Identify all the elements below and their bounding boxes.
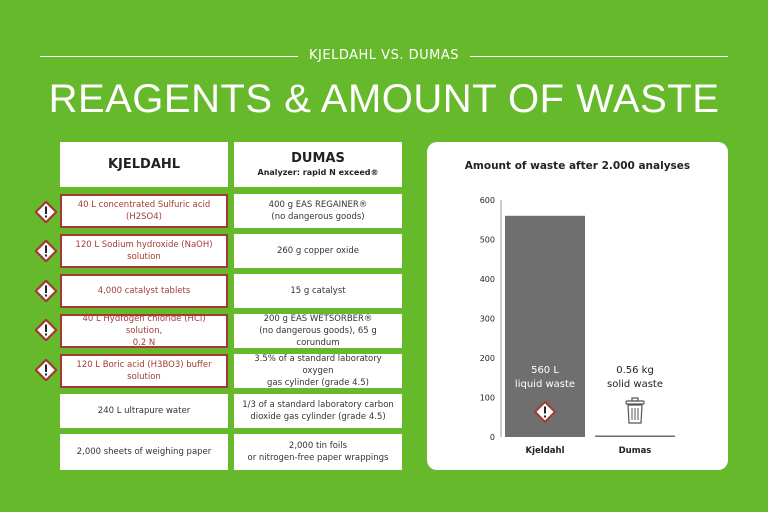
bar-value-label: 0.56 kg [616, 365, 654, 376]
chart-title: Amount of waste after 2.000 analyses [464, 160, 691, 172]
hazard-icon [35, 280, 57, 302]
y-tick-label: 300 [480, 315, 495, 324]
kjeldahl-reagent-cell: 4,000 catalyst tablets [60, 274, 228, 308]
dumas-reagent-line2: (no dangerous goods) [271, 212, 365, 222]
dumas-header-analyzer: Analyzer: rapid N exceed® [257, 167, 379, 177]
y-tick-label: 0 [490, 433, 495, 442]
dumas-reagent-cell: 1/3 of a standard laboratory carbon diox… [234, 394, 402, 428]
hazard-icon [35, 319, 57, 341]
dumas-reagent-line1: 400 g EAS REGAINER® [268, 200, 368, 210]
dumas-reagent-line1: 200 g EAS WETSORBER® [263, 314, 373, 324]
hazard-icon [35, 359, 57, 381]
bar-description-label: liquid waste [515, 379, 575, 390]
hazard-icon [533, 400, 557, 424]
kjeldahl-reagent-cell: 120 L Boric acid (H3BO3) buffer solution [60, 354, 228, 388]
x-category-label: Kjeldahl [526, 446, 565, 456]
dumas-reagent-cell: 3.5% of a standard laboratory oxygen gas… [234, 354, 402, 388]
kjeldahl-reagent-line2: 0.2 N [132, 338, 156, 348]
y-tick-label: 600 [480, 196, 495, 205]
kjeldahl-reagent-cell: 2,000 sheets of weighing paper [60, 434, 228, 470]
bar-dumas [595, 435, 675, 437]
divider-left [40, 56, 298, 57]
hazard-icon [35, 240, 57, 262]
hazard-icon [35, 201, 57, 223]
dumas-header: DUMAS Analyzer: rapid N exceed® [234, 142, 402, 187]
kjeldahl-header: KJELDAHL [60, 142, 228, 187]
page-subtitle: KJELDAHL VS. DUMAS [309, 48, 459, 63]
dumas-reagent-line2: gas cylinder (grade 4.5) [267, 378, 369, 388]
trash-bin-icon [625, 397, 645, 424]
dumas-reagent-cell: 260 g copper oxide [234, 234, 402, 268]
divider-right [470, 56, 728, 57]
waste-bar-chart: 0 100 200 300 400 500 600 Kjeldahl 560 L liquid w… [480, 196, 675, 456]
y-tick-label: 100 [480, 394, 495, 403]
y-tick-label: 500 [480, 236, 495, 245]
y-tick-label: 200 [480, 354, 495, 363]
dumas-reagent-line1: 3.5% of a standard laboratory oxygen [254, 354, 382, 376]
dumas-reagent-line1: 2,000 tin foils [288, 441, 348, 451]
dumas-reagent-cell: 15 g catalyst [234, 274, 402, 308]
bar-kjeldahl [505, 215, 585, 437]
kjeldahl-reagent-cell: 240 L ultrapure water [60, 394, 228, 428]
bar-value-label: 560 L [531, 365, 559, 376]
kjeldahl-reagent-cell: 40 L concentrated Sulfuric acid (H2SO4) [60, 194, 228, 228]
bar-description-label: solid waste [607, 379, 663, 390]
dumas-header-title: DUMAS [291, 150, 345, 166]
dumas-reagent-cell: 400 g EAS REGAINER® (no dangerous goods) [234, 194, 402, 228]
x-category-label: Dumas [619, 446, 652, 456]
dumas-reagent-cell: 2,000 tin foils or nitrogen-free paper w… [234, 434, 402, 470]
comparison-table: KJELDAHL DUMAS Analyzer: rapid N exceed®… [60, 142, 402, 470]
kjeldahl-reagent-cell: 120 L Sodium hydroxide (NaOH) solution [60, 234, 228, 268]
subtitle-row: KJELDAHL VS. DUMAS [40, 48, 728, 64]
page-title: REAGENTS & AMOUNT OF WASTE [48, 77, 720, 121]
dumas-reagent-line2: dioxide gas cylinder (grade 4.5) [250, 412, 386, 422]
y-tick-label: 400 [480, 275, 495, 284]
dumas-reagent-line2: or nitrogen-free paper wrappings [247, 453, 389, 463]
dumas-reagent-cell: 200 g EAS WETSORBER® (no dangerous goods… [234, 314, 402, 348]
waste-chart-card: Amount of waste after 2.000 analyses 0 10… [427, 142, 728, 470]
kjeldahl-reagent-cell: 40 L Hydrogen chloride (HCl) solution, 0… [60, 314, 228, 348]
kjeldahl-reagent-line1: 40 L Hydrogen chloride (HCl) solution, [82, 314, 206, 336]
dumas-reagent-line1: 1/3 of a standard laboratory carbon [242, 400, 394, 410]
dumas-reagent-line2: (no dangerous goods), 65 g corundum [259, 326, 377, 348]
